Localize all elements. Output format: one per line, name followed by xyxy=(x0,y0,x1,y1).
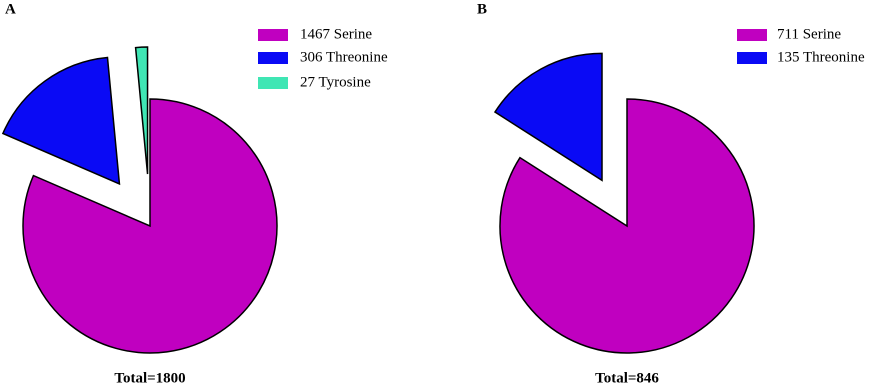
legend-swatch xyxy=(258,52,288,64)
legend-swatch xyxy=(258,29,288,41)
pie-slice xyxy=(499,98,755,354)
pie-slice xyxy=(493,52,603,182)
pie-slice xyxy=(134,46,149,175)
total-label: Total=846 xyxy=(595,370,659,386)
pie-slice xyxy=(1,56,121,186)
legend-swatch xyxy=(737,29,767,41)
panel-label: A xyxy=(5,1,16,17)
legend-label: 306 Threonine xyxy=(300,49,388,65)
legend-label: 27 Tyrosine xyxy=(300,74,371,90)
legend-swatch xyxy=(258,77,288,89)
total-label: Total=1800 xyxy=(114,370,185,386)
legend-label: 1467 Serine xyxy=(300,26,372,42)
pie-slice xyxy=(22,98,278,354)
legend-swatch xyxy=(737,52,767,64)
legend-label: 711 Serine xyxy=(777,26,841,42)
panel-label: B xyxy=(477,1,487,17)
legend-label: 135 Threonine xyxy=(777,49,865,65)
